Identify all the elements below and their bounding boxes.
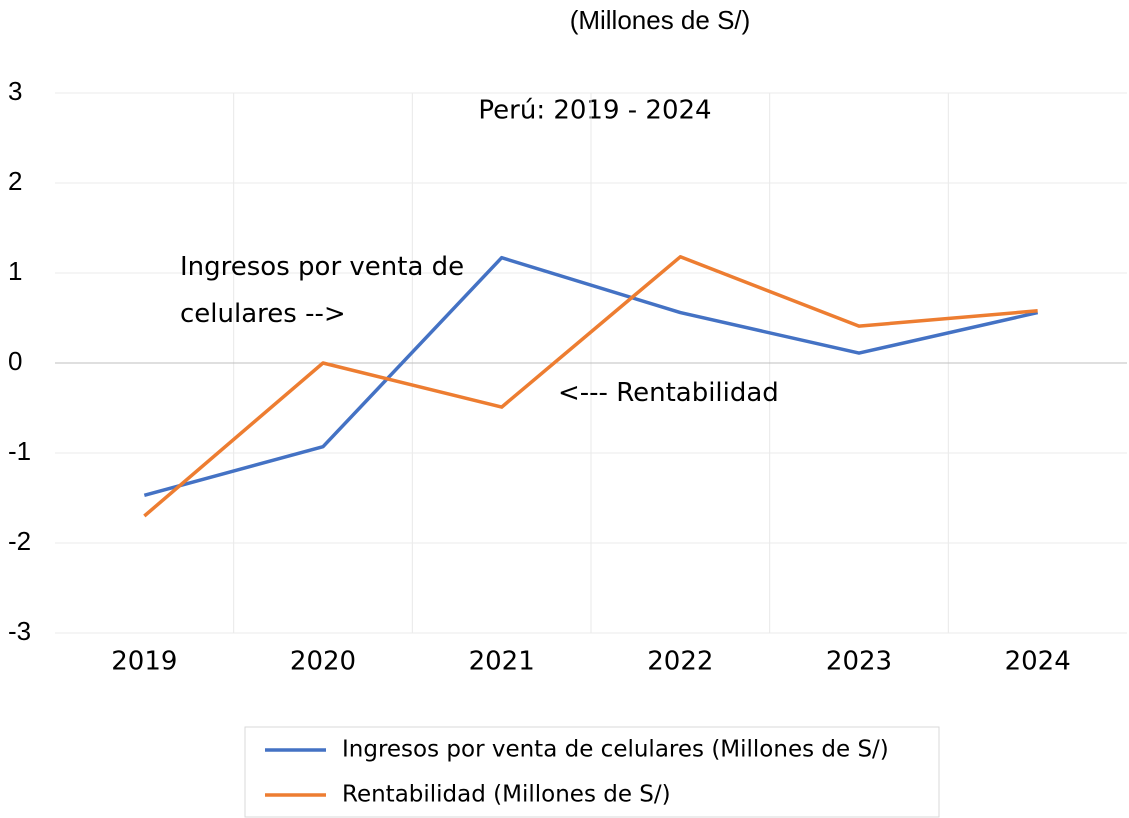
- x-tick-label: 2023: [826, 647, 892, 677]
- y-tick-label: 3: [8, 76, 22, 106]
- y-tick-label: -1: [8, 436, 31, 466]
- y-tick-label: 1: [8, 256, 22, 286]
- legend-box: [244, 726, 940, 818]
- y-tick-label: -3: [8, 616, 31, 646]
- y-tick-label: 2: [8, 166, 22, 196]
- y-tick-label: 0: [8, 346, 22, 376]
- chart-subtitle: Perú: 2019 - 2024: [478, 96, 711, 126]
- y-tick-label: -2: [8, 526, 31, 556]
- x-tick-label: 2019: [111, 647, 177, 677]
- series-line: [143, 255, 1038, 518]
- chart-title: (Millones de S/): [570, 5, 751, 35]
- x-tick-label: 2021: [469, 647, 535, 677]
- x-tick-label: 2022: [647, 647, 713, 677]
- legend-label: Ingresos por venta de celulares (Millone…: [342, 737, 889, 763]
- x-tick-label: 2020: [290, 647, 356, 677]
- series-line: [143, 255, 1039, 497]
- legend-label: Rentabilidad (Millones de S/): [342, 782, 671, 808]
- x-tick-label: 2024: [1005, 647, 1071, 677]
- annotation: <--- Rentabilidad: [558, 378, 779, 408]
- annotation: Ingresos por venta de celulares -->: [180, 252, 465, 329]
